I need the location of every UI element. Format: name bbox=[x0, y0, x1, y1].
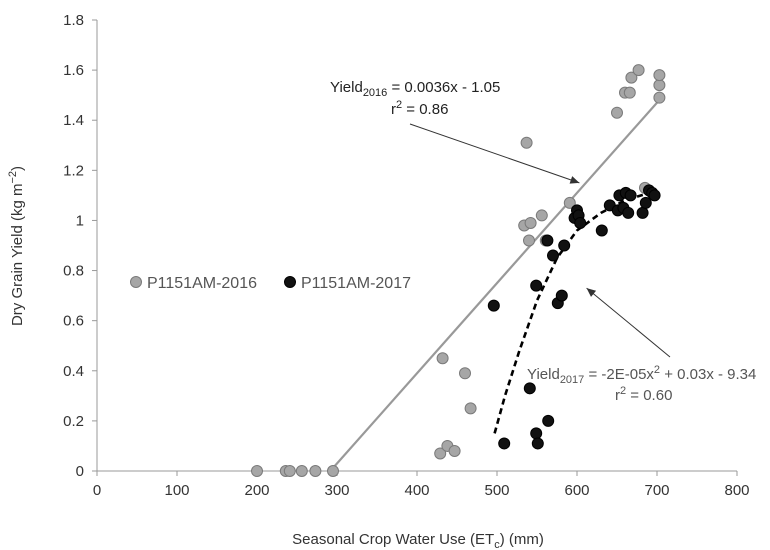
legend-label-2017: P1151AM-2017 bbox=[301, 275, 411, 292]
y-tick-label: 1.4 bbox=[63, 112, 84, 129]
equation-2017: Yield2017 = -2E-05x2 + 0.03x - 9.34 bbox=[527, 364, 756, 386]
r-squared-2016: r2 = 0.86 bbox=[391, 99, 448, 118]
point-p1151am-2017 bbox=[542, 414, 555, 427]
legend: P1151AM-2016 P1151AM-2017 bbox=[130, 275, 411, 292]
axes: 0 100 200 300 400 500 600 700 800 0 0.2 0.4 0.6 0.8 1… bbox=[63, 12, 749, 499]
point-p1151am-2016 bbox=[623, 86, 636, 99]
y-tick-label: 0.6 bbox=[63, 313, 84, 330]
y-tick-label: 1.2 bbox=[63, 162, 84, 179]
annotation-arrow-2017 bbox=[586, 287, 671, 358]
y-axis-ticks: 0 0.2 0.4 0.6 0.8 1 1.2 1.4 1.6 1.8 bbox=[63, 12, 97, 480]
point-p1151am-2016 bbox=[653, 79, 666, 92]
point-p1151am-2016 bbox=[520, 136, 533, 149]
x-tick-label: 400 bbox=[404, 482, 429, 499]
equation-2016: Yield2016 = 0.0036x - 1.05 bbox=[330, 79, 500, 99]
y-tick-label: 0 bbox=[76, 463, 84, 480]
point-p1151am-2017 bbox=[523, 382, 536, 395]
point-p1151am-2016 bbox=[625, 71, 638, 84]
point-p1151am-2016 bbox=[611, 106, 623, 119]
y-tick-label: 0.8 bbox=[63, 263, 84, 280]
point-p1151am-2017 bbox=[636, 206, 649, 219]
point-p1151am-2016 bbox=[251, 465, 263, 477]
x-tick-label: 700 bbox=[644, 482, 669, 499]
x-tick-label: 500 bbox=[484, 482, 509, 499]
annotation-arrow-2016 bbox=[409, 123, 580, 184]
x-tick-label: 300 bbox=[324, 482, 349, 499]
point-p1151am-2016 bbox=[632, 64, 645, 77]
point-p1151am-2016 bbox=[464, 402, 477, 415]
annotation-arrowhead-2017 bbox=[586, 288, 597, 297]
point-p1151am-2017 bbox=[531, 437, 544, 450]
point-p1151am-2017 bbox=[639, 196, 652, 209]
point-p1151am-2016 bbox=[523, 234, 535, 247]
y-tick-label: 0.4 bbox=[63, 363, 84, 380]
point-p1151am-2016 bbox=[653, 69, 666, 82]
point-p1151am-2017 bbox=[498, 437, 511, 450]
trendlines bbox=[331, 99, 661, 470]
r-squared-2017: r2 = 0.60 bbox=[615, 385, 672, 404]
legend-label-2016: P1151AM-2016 bbox=[147, 275, 257, 292]
annotations: Yield2016 = 0.0036x - 1.05 r2 = 0.86 Yie… bbox=[330, 79, 756, 404]
point-p1151am-2016 bbox=[434, 447, 447, 460]
point-p1151am-2016 bbox=[309, 465, 322, 477]
trendline-p1151am-2016 bbox=[331, 99, 661, 470]
point-p1151am-2017 bbox=[530, 427, 543, 440]
y-tick-label: 1.8 bbox=[63, 12, 84, 29]
x-tick-label: 600 bbox=[564, 482, 589, 499]
x-axis-label: Seasonal Crop Water Use (ETc) (mm) bbox=[292, 531, 544, 550]
point-p1151am-2016 bbox=[283, 465, 296, 477]
x-tick-label: 800 bbox=[724, 482, 749, 499]
point-p1151am-2016 bbox=[436, 352, 449, 365]
point-p1151am-2017 bbox=[558, 239, 571, 252]
y-tick-label: 1.6 bbox=[63, 62, 84, 79]
point-p1151am-2017 bbox=[541, 234, 554, 247]
point-p1151am-2016 bbox=[524, 216, 537, 229]
trendline-p1151am-2017 bbox=[493, 191, 650, 434]
y-tick-label: 0.2 bbox=[63, 413, 84, 430]
point-p1151am-2017 bbox=[487, 299, 500, 312]
point-p1151am-2016 bbox=[563, 196, 576, 209]
point-p1151am-2017 bbox=[574, 216, 587, 229]
y-tick-label: 1 bbox=[76, 212, 84, 229]
x-tick-label: 100 bbox=[164, 482, 189, 499]
legend-marker-2017 bbox=[284, 276, 296, 288]
point-p1151am-2017 bbox=[530, 279, 543, 292]
point-p1151am-2016 bbox=[448, 444, 461, 457]
point-p1151am-2017 bbox=[547, 249, 559, 262]
x-tick-label: 200 bbox=[244, 482, 269, 499]
x-tick-label: 0 bbox=[93, 482, 101, 499]
point-p1151am-2016 bbox=[653, 91, 666, 104]
point-p1151am-2017 bbox=[622, 206, 635, 219]
point-p1151am-2016 bbox=[459, 367, 471, 380]
annotation-arrowhead-2016 bbox=[569, 176, 580, 184]
point-p1151am-2016 bbox=[327, 465, 339, 477]
point-p1151am-2017 bbox=[648, 189, 661, 202]
point-p1151am-2017 bbox=[595, 224, 608, 237]
point-p1151am-2016 bbox=[535, 209, 548, 222]
x-axis-ticks: 0 100 200 300 400 500 600 700 800 bbox=[93, 471, 750, 499]
y-axis-label: Dry Grain Yield (kg m−2) bbox=[7, 166, 26, 326]
point-p1151am-2016 bbox=[295, 465, 308, 477]
data-points bbox=[251, 64, 666, 477]
point-p1151am-2017 bbox=[555, 289, 568, 302]
point-p1151am-2017 bbox=[624, 189, 637, 202]
legend-marker-2016 bbox=[130, 276, 142, 288]
